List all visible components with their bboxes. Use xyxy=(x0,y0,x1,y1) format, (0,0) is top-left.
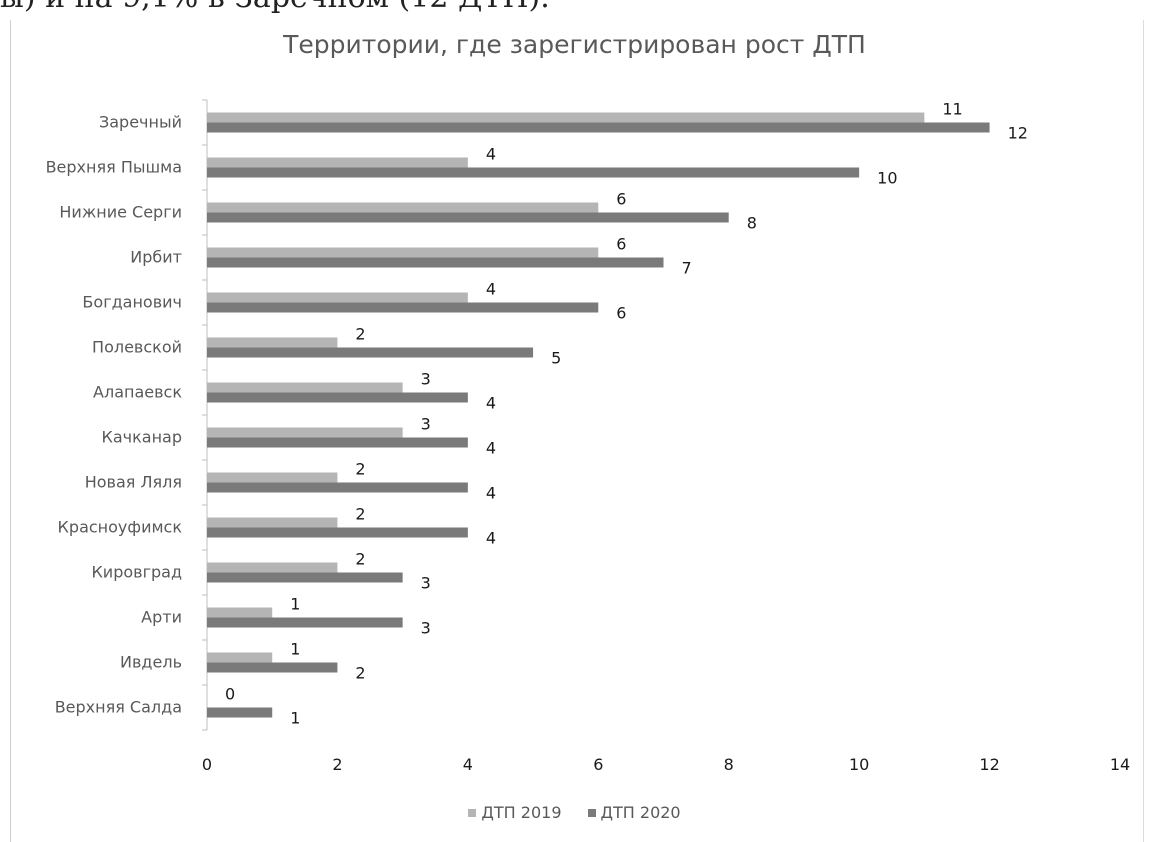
bar-2019 xyxy=(207,247,599,258)
category-label: Заречный xyxy=(99,113,182,132)
bar-2019 xyxy=(207,337,338,348)
bar-2019 xyxy=(207,427,403,438)
bar-2019 xyxy=(207,382,403,393)
bar-2020 xyxy=(207,257,664,268)
data-label-2019: 1 xyxy=(290,640,300,659)
bar-2019 xyxy=(207,607,273,618)
bar-2019 xyxy=(207,157,468,168)
data-label-2019: 2 xyxy=(355,505,365,524)
x-tick-label: 12 xyxy=(979,755,999,774)
data-label-2019: 11 xyxy=(942,100,962,119)
page-border-right xyxy=(1143,20,1144,842)
bar-2019 xyxy=(207,202,599,213)
bar-2019 xyxy=(207,517,338,528)
category-label: Нижние Серги xyxy=(59,203,182,222)
legend-item-2020: ДТП 2020 xyxy=(587,803,681,822)
data-label-2020: 4 xyxy=(486,484,496,503)
data-label-2019: 1 xyxy=(290,595,300,614)
x-tick-label: 6 xyxy=(593,755,603,774)
category-label: Верхняя Пышма xyxy=(46,158,182,177)
bar-2020 xyxy=(207,302,599,313)
data-label-2019: 3 xyxy=(421,370,431,389)
data-label-2020: 3 xyxy=(421,619,431,638)
data-label-2020: 4 xyxy=(486,439,496,458)
chart-title: Территории, где зарегистрирован рост ДТП xyxy=(283,30,866,59)
data-label-2019: 2 xyxy=(355,460,365,479)
bar-2020 xyxy=(207,527,468,538)
bar-2020 xyxy=(207,482,468,493)
category-label: Ивдель xyxy=(120,653,182,672)
x-tick-label: 4 xyxy=(463,755,473,774)
category-label: Кировград xyxy=(91,563,182,582)
data-label-2019: 4 xyxy=(486,145,496,164)
data-label-2020: 5 xyxy=(551,349,561,368)
category-label: Новая Ляля xyxy=(85,473,182,492)
data-label-2019: 6 xyxy=(616,235,626,254)
bar-2019 xyxy=(207,652,273,663)
data-label-2019: 2 xyxy=(355,325,365,344)
data-label-2020: 7 xyxy=(682,259,692,278)
data-label-2020: 4 xyxy=(486,529,496,548)
data-label-2020: 10 xyxy=(877,169,897,188)
x-tick-label: 2 xyxy=(332,755,342,774)
legend-label-2019: ДТП 2019 xyxy=(481,803,562,822)
bar-2020 xyxy=(207,617,403,628)
bar-2020 xyxy=(207,167,860,178)
data-label-2019: 0 xyxy=(225,685,235,704)
bar-2020 xyxy=(207,347,534,358)
legend-swatch-2019 xyxy=(468,808,477,817)
bar-2020 xyxy=(207,572,403,583)
data-label-2020: 6 xyxy=(616,304,626,323)
bar-2019 xyxy=(207,562,338,573)
bar-2019 xyxy=(207,112,925,123)
data-label-2020: 1 xyxy=(290,709,300,728)
data-label-2019: 6 xyxy=(616,190,626,209)
bar-2019 xyxy=(207,292,468,303)
data-label-2020: 2 xyxy=(355,664,365,683)
bar-2020 xyxy=(207,122,990,133)
category-label: Красноуфимск xyxy=(58,518,183,537)
legend-label-2020: ДТП 2020 xyxy=(600,803,681,822)
category-label: Ирбит xyxy=(130,248,182,267)
legend-swatch-2020 xyxy=(587,808,596,817)
data-label-2020: 8 xyxy=(747,214,757,233)
data-label-2019: 4 xyxy=(486,280,496,299)
category-label: Арти xyxy=(141,608,182,627)
bar-2019 xyxy=(207,472,338,483)
x-tick-label: 8 xyxy=(724,755,734,774)
data-label-2019: 3 xyxy=(421,415,431,434)
legend: ДТП 2019 ДТП 2020 xyxy=(0,803,1149,822)
legend-item-2019: ДТП 2019 xyxy=(468,803,562,822)
bar-2020 xyxy=(207,212,729,223)
x-tick-label: 0 xyxy=(202,755,212,774)
x-tick-label: 14 xyxy=(1110,755,1130,774)
x-tick-label: 10 xyxy=(849,755,869,774)
bar-2020 xyxy=(207,707,273,718)
bar-2020 xyxy=(207,662,338,673)
category-label: Богданович xyxy=(82,293,182,312)
page-border-left xyxy=(10,20,11,842)
bar-2020 xyxy=(207,392,468,403)
cutoff-document-text: ы) и на 9,1% в Заречном (12 ДТП). xyxy=(0,0,550,15)
bar-2020 xyxy=(207,437,468,448)
data-label-2019: 2 xyxy=(355,550,365,569)
data-label-2020: 4 xyxy=(486,394,496,413)
data-label-2020: 3 xyxy=(421,574,431,593)
category-label: Качканар xyxy=(101,428,182,447)
category-label: Полевской xyxy=(92,338,182,357)
category-label: Алапаевск xyxy=(93,383,182,402)
category-label: Верхняя Салда xyxy=(55,698,182,717)
data-label-2020: 12 xyxy=(1008,124,1028,143)
